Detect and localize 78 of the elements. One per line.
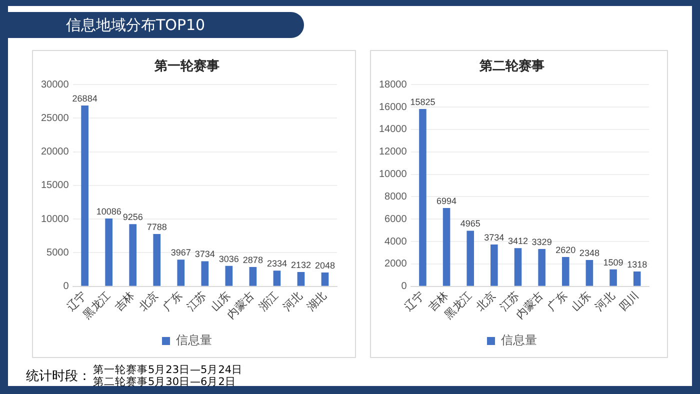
bar: [538, 249, 546, 286]
legend-label: 信息量: [176, 333, 212, 348]
y-tick-label: 14000: [378, 124, 408, 136]
bar: [586, 260, 594, 286]
bar: [442, 208, 450, 286]
y-tick-label: 16000: [378, 102, 408, 113]
data-label: 9256: [122, 212, 143, 222]
y-tick-label: 12000: [378, 146, 408, 158]
x-tick-label: 四川: [616, 288, 642, 314]
text: 第一轮赛事5月23日—5月24日: [93, 364, 243, 376]
y-tick-label: 20000: [40, 146, 70, 158]
x-tick-label: 河北: [280, 288, 306, 314]
data-label: 2348: [579, 248, 600, 258]
bar: [297, 272, 305, 286]
data-label: 3734: [484, 232, 504, 242]
data-label: 3967: [170, 248, 191, 258]
bar: [81, 106, 88, 286]
text: 信息地域分布TOP10: [8, 12, 304, 38]
bar: [273, 270, 281, 286]
bar: [633, 272, 641, 286]
bar: [225, 266, 233, 286]
text: 第二轮赛事5月30日—6月2日: [93, 376, 237, 388]
bar: [201, 261, 209, 286]
y-tick-label: 4000: [384, 236, 408, 248]
y-tick-label: 6000: [384, 214, 408, 225]
y-tick-label: 10000: [40, 214, 70, 225]
x-tick-label: 山东: [568, 288, 594, 314]
bar: [177, 260, 185, 286]
y-tick-label: 2000: [384, 258, 408, 270]
data-label: 2878: [242, 254, 263, 265]
chart-title: 第一轮赛事: [154, 58, 220, 74]
bar: [562, 256, 570, 286]
x-tick-label: 河北: [592, 288, 618, 314]
x-tick-label: 北京: [474, 288, 498, 314]
data-label: 4965: [460, 218, 480, 229]
data-label: 3412: [508, 236, 528, 246]
bar: [105, 218, 113, 286]
data-label: 3329: [532, 237, 552, 248]
data-label: 7788: [146, 222, 167, 232]
x-tick-label: 江苏: [184, 288, 210, 314]
data-label: 3734: [194, 249, 215, 260]
x-tick-label: 浙江: [256, 288, 282, 314]
y-tick-label: 15000: [40, 180, 70, 192]
data-label: 15825: [410, 96, 436, 107]
y-tick-label: 18000: [378, 79, 408, 90]
data-label: 2334: [266, 258, 287, 269]
data-label: 3036: [218, 254, 239, 264]
bar: [153, 234, 161, 286]
y-tick-label: 25000: [40, 112, 70, 124]
bar: [466, 230, 474, 286]
data-label: 10086: [96, 206, 122, 216]
data-label: 26884: [72, 94, 98, 104]
bar: [514, 248, 522, 286]
x-tick-label: 吉林: [112, 288, 137, 314]
bar: [249, 266, 257, 286]
x-tick-label: 广东: [545, 288, 570, 314]
bar: [419, 108, 426, 286]
data-label: 2048: [314, 260, 336, 271]
y-tick-label: 30000: [40, 79, 70, 90]
bar: [490, 244, 498, 286]
x-tick-label: 广东: [160, 288, 186, 314]
data-label: 6994: [436, 196, 457, 206]
bar: [321, 272, 329, 286]
text: 统计时段：: [26, 368, 91, 385]
legend-label: 信息量: [501, 333, 537, 348]
chart-title: 第二轮赛事: [478, 58, 544, 74]
y-tick-label: 8000: [384, 191, 408, 202]
data-label: 1318: [627, 260, 648, 270]
y-tick-label: 5000: [46, 247, 70, 258]
data-label: 1509: [603, 257, 624, 268]
data-label: 2132: [290, 260, 311, 270]
bar: [129, 224, 137, 286]
bar: [610, 269, 617, 286]
y-tick-label: 0: [63, 281, 70, 292]
y-tick-label: 10000: [378, 169, 408, 180]
data-label: 2620: [556, 244, 576, 255]
x-tick-label: 湖北: [304, 288, 330, 314]
x-tick-label: 北京: [136, 288, 162, 314]
